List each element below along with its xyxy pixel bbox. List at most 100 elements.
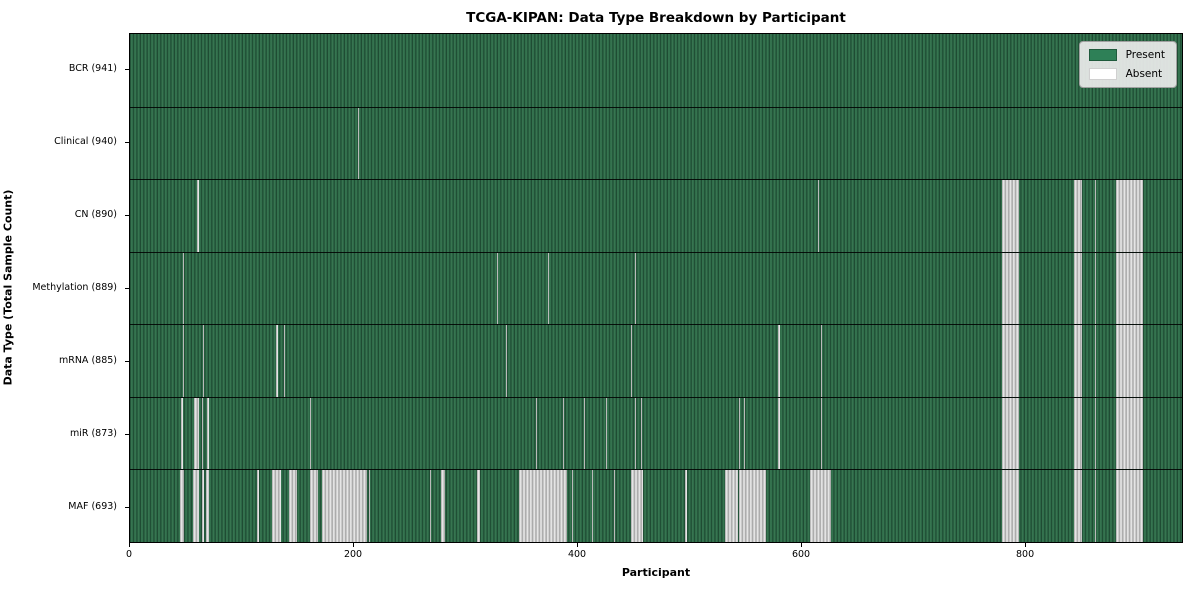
y-tick-label-cn: CN (890): [74, 209, 117, 221]
absent-stripe: [201, 470, 204, 542]
absent-stripe: [820, 325, 822, 397]
legend-present-swatch: [1088, 49, 1117, 61]
absent-stripe: [820, 397, 822, 470]
x-tick-mark: [353, 543, 355, 547]
absent-stripe: [724, 470, 739, 542]
legend-present-label: Present: [1125, 49, 1165, 61]
absent-stripe: [322, 470, 367, 542]
absent-stripe: [429, 470, 431, 542]
absent-stripe: [635, 252, 637, 325]
x-tick-mark: [1025, 543, 1027, 547]
absent-stripe: [548, 252, 550, 325]
absent-stripe: [271, 470, 281, 542]
absent-stripe: [1116, 180, 1143, 252]
absent-stripe: [535, 397, 537, 470]
absent-stripe: [1094, 470, 1096, 542]
absent-stripe: [739, 470, 767, 542]
absent-stripe: [181, 397, 183, 470]
absent-stripe: [496, 252, 498, 325]
y-tick-label-mir: miR (873): [69, 427, 117, 439]
y-tick-mark: [125, 69, 129, 71]
absent-stripe: [1094, 325, 1096, 397]
absent-stripe: [182, 252, 184, 325]
chart-title: TCGA-KIPAN: Data Type Breakdown by Parti…: [466, 10, 846, 26]
absent-stripe: [1116, 470, 1143, 542]
y-tick-label-methylation: Methylation (889): [32, 282, 117, 293]
y-tick-mark: [125, 360, 129, 362]
absent-stripe: [284, 325, 286, 397]
y-tick-label-maf: MAF (693): [68, 500, 117, 512]
absent-stripe: [193, 397, 200, 470]
absent-stripe: [1002, 397, 1019, 470]
heatmap-row-clinical: [130, 106, 1182, 180]
y-tick-mark: [125, 215, 129, 217]
y-tick-label-bcr: BCR (941): [68, 63, 117, 75]
absent-stripe: [197, 180, 200, 252]
absent-stripe: [288, 470, 297, 542]
y-tick-mark: [125, 142, 129, 144]
absent-stripe: [192, 470, 200, 542]
heatmap-row-maf: [130, 469, 1182, 542]
absent-stripe: [817, 180, 819, 252]
absent-stripe: [1094, 252, 1096, 325]
legend-absent-swatch: [1088, 68, 1117, 80]
absent-stripe: [743, 397, 745, 470]
absent-stripe: [1073, 470, 1083, 542]
absent-stripe: [1073, 325, 1083, 397]
absent-stripe: [635, 397, 637, 470]
x-tick-label-800: 800: [1015, 549, 1035, 560]
y-tick-mark: [125, 506, 129, 508]
y-tick-mark: [125, 433, 129, 435]
absent-stripe: [684, 470, 687, 542]
absent-stripe: [630, 470, 644, 542]
absent-stripe: [778, 325, 780, 397]
absent-stripe: [630, 325, 632, 397]
legend: Present Absent: [1078, 41, 1177, 88]
absent-stripe: [1094, 397, 1096, 470]
absent-stripe: [476, 470, 480, 542]
absent-stripe: [606, 397, 608, 470]
absent-stripe: [1116, 252, 1143, 325]
absent-stripe: [206, 470, 210, 542]
x-tick-mark: [129, 543, 130, 547]
absent-stripe: [1094, 180, 1096, 252]
absent-stripe: [739, 397, 741, 470]
plot-area: Present Absent: [129, 33, 1183, 543]
absent-stripe: [809, 470, 831, 542]
x-tick-label-200: 200: [343, 549, 363, 560]
x-axis-label: Participant: [621, 566, 691, 579]
absent-stripe: [571, 470, 573, 542]
absent-stripe: [583, 397, 585, 470]
absent-stripe: [276, 325, 278, 397]
absent-stripe: [358, 107, 360, 180]
absent-stripe: [614, 470, 616, 542]
x-tick-mark: [801, 543, 803, 547]
absent-stripe: [440, 470, 446, 542]
heatmap-row-mrna: [130, 324, 1182, 397]
absent-stripe: [309, 397, 312, 470]
absent-stripe: [1002, 470, 1019, 542]
absent-stripe: [201, 397, 203, 470]
absent-stripe: [519, 470, 568, 542]
heatmap-row-mir: [130, 396, 1182, 470]
y-tick-label-mrna: mRNA (885): [58, 354, 117, 366]
absent-stripe: [207, 397, 210, 470]
x-tick-label-400: 400: [567, 549, 587, 560]
absent-stripe: [1116, 325, 1143, 397]
absent-stripe: [1073, 397, 1083, 470]
absent-stripe: [1002, 325, 1019, 397]
absent-stripe: [1073, 252, 1083, 325]
x-tick-label-600: 600: [791, 549, 811, 560]
absent-stripe: [182, 325, 184, 397]
legend-entry-present: Present: [1088, 49, 1165, 61]
legend-entry-absent: Absent: [1088, 68, 1165, 80]
absent-stripe: [202, 325, 204, 397]
legend-absent-label: Absent: [1125, 68, 1163, 80]
absent-stripe: [1073, 180, 1083, 252]
absent-stripe: [1002, 252, 1019, 325]
absent-stripe: [640, 397, 643, 470]
absent-stripe: [309, 470, 318, 542]
absent-stripe: [257, 470, 259, 542]
y-tick-label-clinical: Clinical (940): [54, 136, 117, 148]
